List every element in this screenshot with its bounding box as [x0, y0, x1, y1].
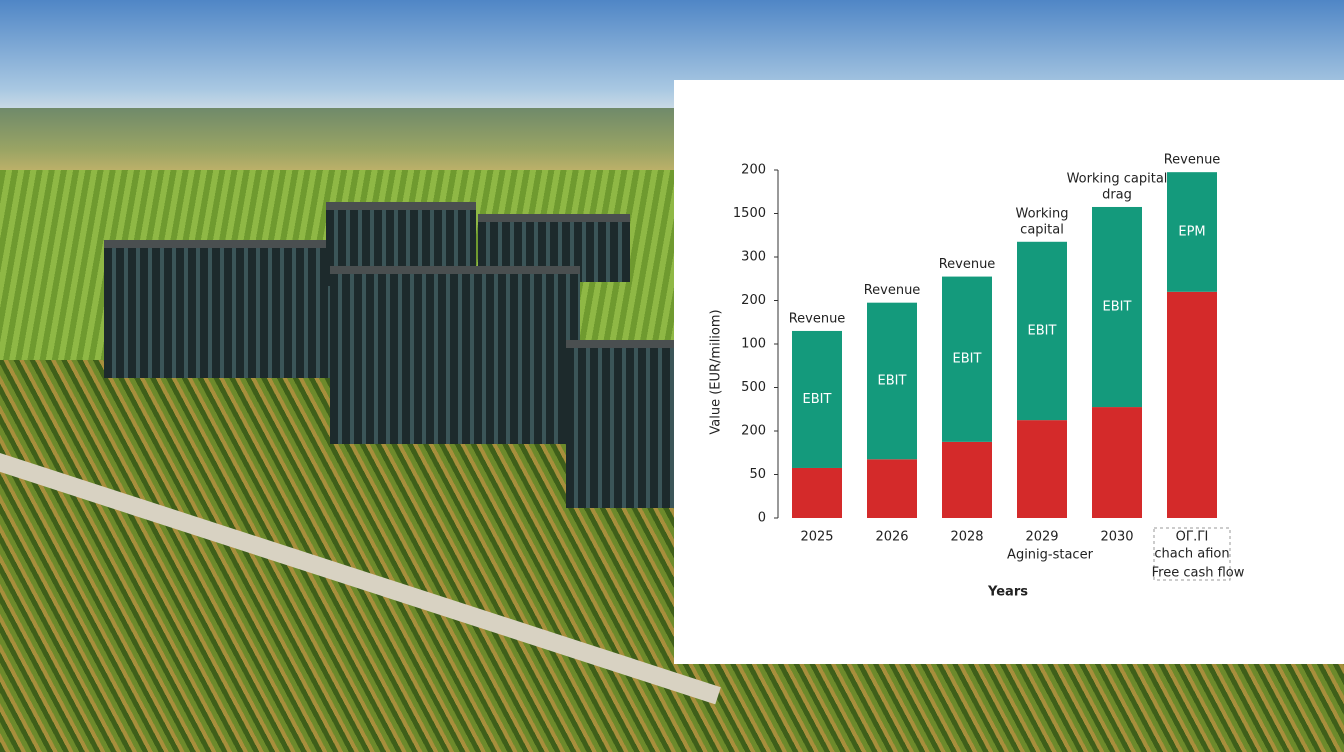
y-tick-label: 0	[758, 511, 766, 526]
bar-segment	[1092, 407, 1142, 518]
x-tick-label: 2029	[1025, 530, 1058, 545]
x-axis-label: Years	[987, 585, 1028, 600]
bar-segment	[942, 276, 992, 442]
bar-label: EBIT	[803, 392, 832, 407]
building	[330, 266, 580, 444]
bar-segment	[1017, 241, 1067, 421]
y-axis-label: Value (EUR/miliom)	[709, 309, 724, 434]
building	[566, 340, 674, 508]
bar-segment	[867, 459, 917, 518]
note: chach afion	[1154, 547, 1229, 562]
top-label: Revenue	[1164, 153, 1221, 168]
y-tick-label: 300	[741, 250, 766, 265]
top-label: Revenue	[789, 311, 846, 326]
y-tick-label: 50	[749, 467, 766, 482]
x-tick-label: OΓ.ΓI	[1176, 530, 1209, 545]
bar-segment	[1167, 172, 1217, 292]
bar-label: EBIT	[953, 352, 982, 367]
y-tick-label: 1500	[733, 206, 766, 221]
x-tick-label: 2028	[950, 530, 983, 545]
bar-segment	[867, 302, 917, 460]
x-tick-label: 2030	[1100, 530, 1133, 545]
x-tick-label: 2025	[800, 530, 833, 545]
bar-label: EBIT	[878, 373, 907, 388]
top-label: drag	[1102, 187, 1132, 202]
y-tick-label: 200	[741, 424, 766, 439]
y-tick-label: 200	[741, 163, 766, 178]
top-label: Revenue	[939, 257, 996, 272]
note: Aginig-stacer	[1007, 548, 1094, 563]
bar-segment	[1092, 206, 1142, 408]
bar-label: EBIT	[1028, 323, 1057, 338]
bar-label: EBIT	[1103, 300, 1132, 315]
top-label: capital	[1020, 222, 1064, 237]
note: Free cash flow	[1152, 566, 1245, 581]
bar-segment	[1017, 420, 1067, 518]
y-tick-label: 500	[741, 380, 766, 395]
bar-segment	[1167, 291, 1217, 518]
x-tick-label: 2026	[875, 530, 908, 545]
building	[104, 240, 340, 378]
bar-segment	[792, 467, 842, 518]
y-tick-label: 100	[741, 337, 766, 352]
top-label: Revenue	[864, 283, 921, 298]
chart-panel	[674, 80, 1344, 664]
y-tick-label: 200	[741, 293, 766, 308]
bar-segment	[942, 441, 992, 518]
bar-label: EPM	[1178, 224, 1205, 239]
note-box	[1153, 527, 1231, 581]
top-label: Working capital	[1067, 171, 1168, 186]
bar-segment	[792, 330, 842, 468]
top-label: Working	[1015, 206, 1068, 221]
